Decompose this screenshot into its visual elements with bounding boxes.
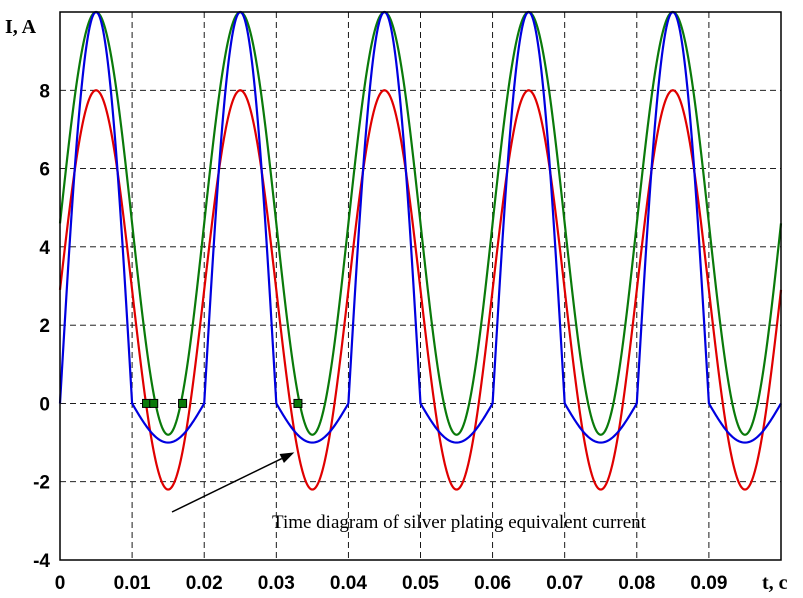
y-tick-label: -4 — [33, 551, 50, 572]
y-tick-label: 4 — [39, 238, 50, 259]
y-axis-title: I, A — [5, 16, 37, 38]
x-axis-title: t, c — [762, 572, 788, 594]
x-tick-label: 0.05 — [402, 573, 439, 594]
x-tick-label: 0.08 — [618, 573, 655, 594]
annotation-arrowhead — [279, 452, 295, 464]
y-tick-label: 8 — [39, 81, 50, 102]
plot-frame — [59, 11, 782, 561]
x-tick-labels: 0 0.01 0.02 0.03 0.04 0.05 0.06 0.07 0.08 0.09 — [55, 573, 728, 594]
x-tick-label: 0.03 — [258, 573, 295, 594]
x-tick-label: 0.06 — [474, 573, 511, 594]
annotation-text: Time diagram of silver plating equivalen… — [272, 512, 647, 533]
x-tick-label: 0.07 — [546, 573, 583, 594]
x-tick-label: 0.02 — [186, 573, 223, 594]
x-tick-label: 0 — [55, 573, 66, 594]
annotation-arrow — [171, 457, 283, 513]
zero-crossing-marker — [149, 398, 159, 408]
annotation: Time diagram of silver plating equivalen… — [171, 452, 647, 533]
zero-crossing-marker — [178, 398, 188, 408]
x-tick-label: 0.04 — [330, 573, 367, 594]
y-tick-label: -2 — [33, 473, 50, 494]
y-tick-label: 2 — [39, 316, 50, 337]
series-line-1 — [58, 89, 783, 491]
y-tick-label: 6 — [39, 160, 50, 181]
zero-markers — [142, 398, 303, 408]
series-line-3 — [58, 10, 782, 444]
x-tick-label: 0.01 — [114, 573, 151, 594]
zero-crossing-marker — [293, 398, 303, 408]
y-tick-label: 0 — [39, 394, 50, 415]
x-tick-label: 0.09 — [690, 573, 727, 594]
y-tick-labels: -4 -2 0 2 4 6 8 — [33, 81, 50, 572]
